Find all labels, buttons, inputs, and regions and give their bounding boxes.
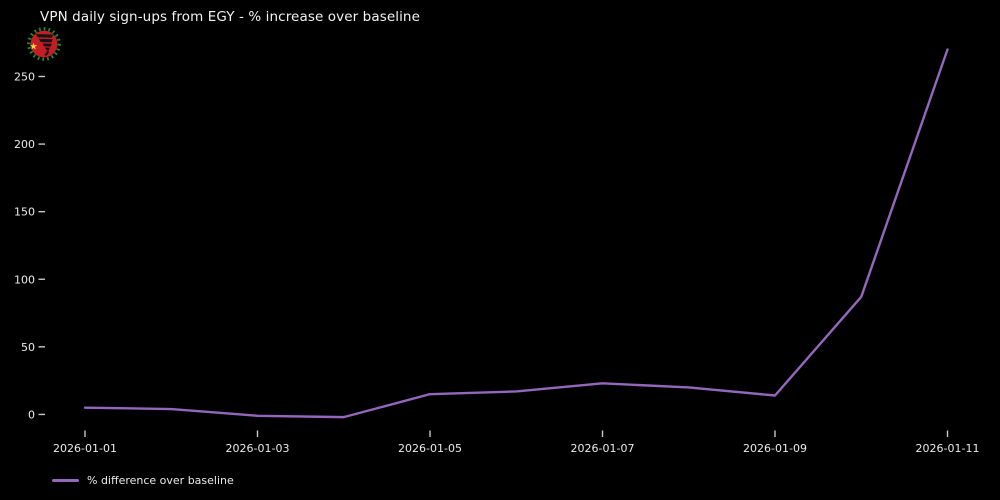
y-tick-label: 150 [14, 206, 35, 219]
x-tick-label: 2026-01-07 [571, 442, 635, 455]
legend-label: % difference over baseline [87, 473, 234, 487]
chart-title: VPN daily sign-ups from EGY - % increase… [40, 9, 420, 25]
tornado-tail-icon [44, 50, 49, 57]
y-tick-label: 250 [14, 70, 35, 83]
legend-line-swatch [52, 478, 79, 482]
x-tick-label: 2026-01-09 [743, 442, 807, 455]
series-line [83, 48, 949, 419]
x-tick-label: 2026-01-05 [398, 442, 462, 455]
legend: % difference over baseline [52, 472, 234, 488]
x-tick-label: 2026-01-01 [53, 442, 117, 455]
y-tick-label: 50 [21, 341, 35, 354]
tornado-badge-logo: ★ [27, 27, 61, 61]
y-tick-label: 0 [28, 408, 35, 421]
y-tick-label: 200 [14, 138, 35, 151]
star-icon: ★ [29, 41, 38, 52]
y-tick-label: 100 [14, 273, 35, 286]
x-tick-label: 2026-01-03 [226, 442, 290, 455]
logo-spiked-ring [27, 27, 61, 61]
x-tick-label: 2026-01-11 [916, 442, 980, 455]
tornado-icon [36, 34, 54, 50]
